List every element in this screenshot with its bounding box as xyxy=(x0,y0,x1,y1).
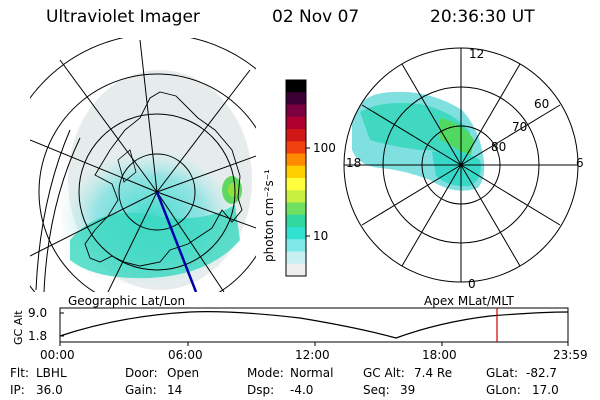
mlt-label-0: 0 xyxy=(468,277,476,291)
colorbar-band xyxy=(286,92,306,105)
timeline-xtick: 12:00 xyxy=(295,348,330,362)
timeline-ytick-low: 1.8 xyxy=(28,329,48,343)
status-door-value: Open xyxy=(167,366,200,380)
timeline-ytick-high: 9.0 xyxy=(28,306,48,320)
colorbar-band xyxy=(286,116,306,130)
status-gcalt-value: 7.4 Re xyxy=(414,366,453,380)
timeline-plot xyxy=(59,307,569,346)
status-dsp-label: Dsp: xyxy=(247,383,275,397)
mlt-label-6: 6 xyxy=(576,156,584,170)
colorbar-unit-label: photon cm⁻²s⁻¹ xyxy=(262,169,276,262)
status-flt-label: Flt: xyxy=(10,366,29,380)
status-mode-label: Mode: xyxy=(247,366,284,380)
status-ip-value: 36.0 xyxy=(36,383,63,397)
colorbar-band xyxy=(286,153,306,167)
mlat-label-60: 60 xyxy=(534,97,550,111)
left-panel-caption: Geographic Lat/Lon xyxy=(68,294,186,308)
status-seq-value: 39 xyxy=(400,383,416,397)
mlat-mlt-plot xyxy=(343,47,579,283)
instrument-title: Ultraviolet Imager xyxy=(46,7,200,27)
geographic-map xyxy=(30,38,256,292)
colorbar-band xyxy=(286,104,306,118)
status-flt-value: LBHL xyxy=(36,366,67,380)
colorbar-band xyxy=(286,239,306,252)
status-seq-label: Seq: xyxy=(363,383,390,397)
colorbar-band xyxy=(286,80,306,93)
status-ip-label: IP: xyxy=(10,383,25,397)
colorbar-band xyxy=(286,251,306,265)
mlat-label-80: 80 xyxy=(491,140,507,154)
timeline-xtick: 06:00 xyxy=(168,348,203,362)
status-gain-value: 14 xyxy=(167,383,183,397)
right-panel-caption: Apex MLat/MLT xyxy=(424,294,514,308)
timeline-xtick: 23:59 xyxy=(553,348,588,362)
time-label: 20:36:30 UT xyxy=(430,7,535,27)
mlat-label-70: 70 xyxy=(512,120,528,134)
colorbar-band xyxy=(286,227,306,240)
status-glon-value: 17.0 xyxy=(532,383,559,397)
color-bar xyxy=(286,80,306,277)
status-glat-value: -82.7 xyxy=(526,366,558,380)
colorbar-band xyxy=(286,129,306,142)
colorbar-band xyxy=(286,141,306,154)
date-label: 02 Nov 07 xyxy=(272,7,360,27)
colorbar-band xyxy=(286,202,306,216)
status-door-label: Door: xyxy=(125,366,158,380)
status-dsp-value: -4.0 xyxy=(290,383,314,397)
status-glat-label: GLat: xyxy=(486,366,519,380)
timeline-axis-label: GC Alt xyxy=(12,310,25,345)
status-glon-label: GLon: xyxy=(486,383,521,397)
mlt-label-18: 18 xyxy=(346,156,362,170)
colorbar-tick-100: 100 xyxy=(313,141,336,155)
colorbar-band xyxy=(286,178,306,191)
timeline-xtick: 18:00 xyxy=(422,348,457,362)
status-gcalt-label: GC Alt: xyxy=(363,366,405,380)
colorbar-band xyxy=(286,190,306,203)
colorbar-band xyxy=(286,165,306,179)
status-gain-label: Gain: xyxy=(125,383,157,397)
colorbar-tick-10: 10 xyxy=(313,229,329,243)
status-mode-value: Normal xyxy=(290,366,334,380)
timeline-xtick: 00:00 xyxy=(40,348,75,362)
colorbar-band xyxy=(286,263,306,277)
colorbar-band xyxy=(286,214,306,228)
mlt-label-12: 12 xyxy=(469,47,485,61)
